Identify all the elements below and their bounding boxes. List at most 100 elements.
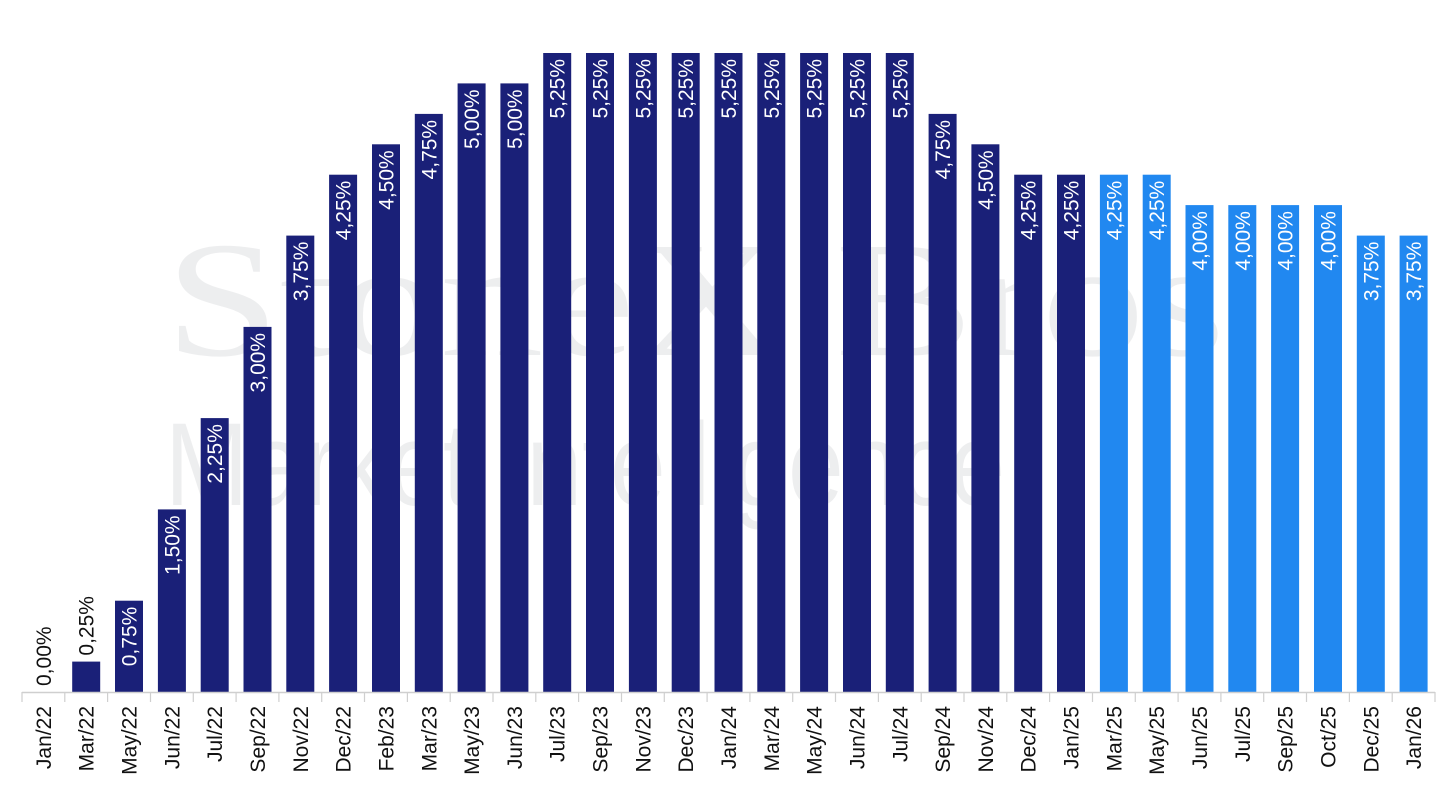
x-tick-label-jul-23: Jul/23 (547, 706, 570, 762)
data-label-jan-24: 5,25% (718, 59, 741, 119)
x-tick-label-may-24: May/24 (804, 706, 827, 775)
data-label-dec-22: 4,25% (333, 181, 356, 241)
data-label-may-23: 5,00% (461, 89, 484, 149)
x-tick-label-feb-23: Feb/23 (376, 706, 399, 771)
data-label-jun-22: 1,50% (161, 515, 184, 575)
data-label-jan-26: 3,75% (1403, 242, 1426, 302)
bar-dec-24 (1014, 174, 1043, 692)
bar-jul-22 (200, 418, 229, 692)
bar-nov-24 (971, 144, 1000, 693)
data-label-dec-23: 5,25% (675, 59, 698, 119)
data-label-jul-25: 4,00% (1232, 211, 1255, 271)
x-tick-label-jan-24: Jan/24 (718, 706, 741, 769)
x-tick-label-nov-22: Nov/22 (290, 706, 313, 773)
data-label-sep-22: 3,00% (247, 333, 270, 393)
bar-oct-25 (1314, 205, 1342, 692)
bar-jan-26 (1399, 235, 1428, 692)
bar-dec-25 (1356, 235, 1385, 692)
x-tick-label-mar-25: Mar/25 (1103, 706, 1126, 771)
data-label-jun-24: 5,25% (847, 59, 870, 119)
x-tick-label-nov-23: Nov/23 (632, 706, 655, 773)
data-label-mar-22: 0,25% (76, 596, 99, 656)
bar-jun-23 (500, 83, 529, 692)
bar-mar-25 (1099, 174, 1128, 692)
data-label-jan-22: 0,00% (33, 626, 56, 686)
data-label-dec-24: 4,25% (1018, 181, 1041, 241)
bar-dec-23 (671, 53, 700, 692)
bar-feb-23 (372, 144, 400, 693)
data-label-mar-24: 5,25% (761, 59, 784, 119)
data-label-sep-23: 5,25% (590, 59, 613, 119)
bar-may-24 (800, 53, 829, 692)
bar-mar-24 (757, 53, 786, 692)
x-tick-label-sep-23: Sep/23 (590, 706, 613, 773)
data-label-sep-25: 4,00% (1275, 211, 1298, 271)
data-label-jul-22: 2,25% (204, 424, 227, 484)
bar-jan-24 (714, 53, 743, 692)
x-axis: Jan/22 Mar/22 May/22 Jun/22 Jul/22 Sep/22 Nov/… (21, 691, 1436, 775)
x-tick-label-may-22: May/22 (119, 706, 142, 775)
x-tick-label-mar-24: Mar/24 (761, 706, 784, 772)
x-tick-label-oct-25: Oct/25 (1318, 706, 1341, 768)
x-tick-label-dec-24: Dec/24 (1018, 706, 1041, 773)
data-label-jul-23: 5,25% (547, 59, 570, 119)
data-label-mar-23: 4,75% (418, 120, 441, 180)
data-label-oct-25: 4,00% (1318, 211, 1341, 271)
x-tick-label-mar-23: Mar/23 (418, 706, 441, 771)
x-tick-label-jan-22: Jan/22 (33, 706, 56, 769)
data-label-nov-24: 4,50% (975, 150, 998, 210)
x-tick-label-may-23: May/23 (461, 706, 484, 775)
data-label-nov-23: 5,25% (632, 59, 655, 119)
data-label-jun-25: 4,00% (1189, 211, 1212, 271)
data-label-jan-25: 4,25% (1061, 181, 1084, 241)
x-tick-label-dec-23: Dec/23 (675, 706, 698, 773)
x-tick-label-jan-25: Jan/25 (1061, 706, 1084, 769)
bar-dec-22 (329, 174, 358, 692)
x-tick-label-mar-22: Mar/22 (76, 706, 99, 771)
x-tick-label-dec-22: Dec/22 (333, 706, 356, 773)
bar-may-23 (457, 83, 486, 692)
data-label-may-25: 4,25% (1146, 181, 1169, 241)
bars-group (72, 53, 1428, 693)
data-label-feb-23: 4,50% (376, 150, 399, 210)
x-tick-label-jun-24: Jun/24 (847, 706, 870, 769)
x-tick-label-jul-24: Jul/24 (889, 706, 912, 762)
data-label-mar-25: 4,25% (1103, 181, 1126, 241)
bar-jul-24 (885, 53, 914, 692)
bar-jun-22 (157, 509, 186, 692)
bar-nov-22 (286, 235, 315, 692)
bar-sep-23 (586, 53, 614, 692)
bar-jul-23 (543, 53, 572, 692)
x-tick-label-jun-25: Jun/25 (1189, 706, 1212, 769)
data-label-jul-24: 5,25% (889, 59, 912, 119)
bar-may-22 (115, 600, 143, 692)
x-tick-label-sep-25: Sep/25 (1275, 706, 1298, 773)
data-label-dec-25: 3,75% (1360, 242, 1383, 302)
x-tick-label-sep-22: Sep/22 (247, 706, 270, 773)
bar-may-25 (1142, 174, 1171, 692)
bar-jun-24 (843, 53, 871, 692)
x-tick-label-jun-22: Jun/22 (161, 706, 184, 769)
bar-nov-23 (628, 53, 657, 692)
data-label-nov-22: 3,75% (290, 242, 313, 302)
bar-mar-22 (72, 661, 101, 692)
data-labels-group: 0,00% 0,25% 0,75% 1,50% 2,25% 3,00% 3,75% 4,25%… (33, 59, 1426, 686)
bar-jul-25 (1228, 205, 1257, 692)
data-label-may-22: 0,75% (119, 607, 142, 667)
x-tick-label-jun-23: Jun/23 (504, 706, 527, 769)
x-tick-label-dec-25: Dec/25 (1360, 706, 1383, 773)
bar-jan-25 (1057, 174, 1085, 692)
x-tick-label-jul-22: Jul/22 (204, 706, 227, 762)
x-tick-label-jul-25: Jul/25 (1232, 706, 1255, 762)
x-tick-label-nov-24: Nov/24 (975, 706, 998, 773)
bar-sep-22 (243, 326, 272, 692)
bar-sep-24 (928, 113, 957, 692)
bar-mar-23 (414, 113, 443, 692)
data-label-jun-23: 5,00% (504, 89, 527, 149)
data-label-may-24: 5,25% (804, 59, 827, 119)
x-tick-label-sep-24: Sep/24 (932, 706, 955, 773)
x-tick-label-jan-26: Jan/26 (1403, 706, 1426, 769)
x-tick-label-may-25: May/25 (1146, 706, 1169, 775)
